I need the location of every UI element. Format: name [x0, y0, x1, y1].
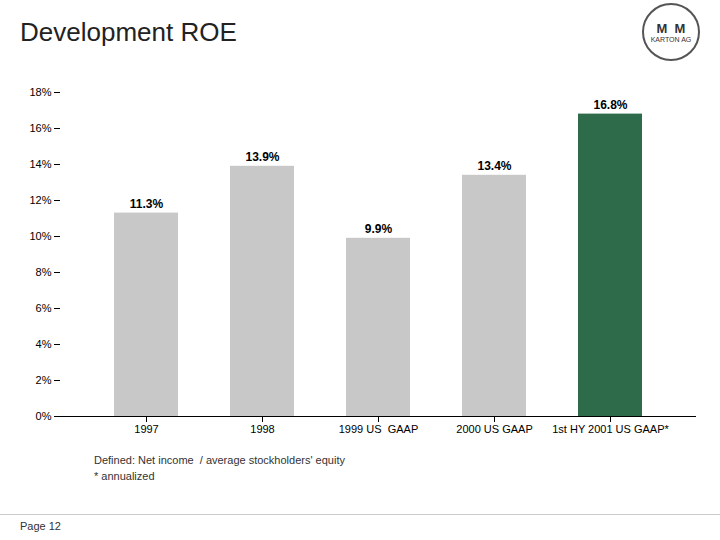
html-text:Defined: Net income / average: Defined: Net income / average stockholde…: [94, 454, 345, 466]
svg-text:1st HY 2001 US GAAP*: 1st HY 2001 US GAAP*: [552, 423, 669, 435]
svg-text:14%: 14%: [29, 158, 51, 170]
svg-text:2%: 2%: [36, 374, 52, 386]
svg-text:1999 US GAAP: 1999 US GAAP: [339, 423, 419, 435]
html-text:Page 12: Page 12: [20, 520, 61, 532]
svg-text:4%: 4%: [36, 338, 52, 350]
svg-text:12%: 12%: [29, 194, 51, 206]
svg-text:13.4%: 13.4%: [477, 159, 511, 173]
svg-text:1998: 1998: [250, 423, 274, 435]
svg-text:11.3%: 11.3%: [130, 197, 164, 211]
html-text:* annualized: * annualized: [94, 470, 155, 482]
svg-text:9.9%: 9.9%: [365, 222, 393, 236]
svg-text:2000 US GAAP: 2000 US GAAP: [456, 423, 532, 435]
svg-text:6%: 6%: [36, 302, 52, 314]
html-text:M M: M M: [656, 21, 686, 36]
svg-text:16.8%: 16.8%: [593, 98, 627, 112]
svg-text:10%: 10%: [29, 230, 51, 242]
html-text:Development ROE: Development ROE: [20, 16, 237, 47]
svg-text:0%: 0%: [36, 410, 52, 422]
svg-text:13.9%: 13.9%: [245, 150, 279, 164]
svg-text:18%: 18%: [29, 86, 51, 98]
html-text:KARTON AG: KARTON AG: [650, 36, 692, 43]
svg-text:1997: 1997: [134, 423, 158, 435]
svg-text:16%: 16%: [29, 122, 51, 134]
svg-text:8%: 8%: [36, 266, 52, 278]
